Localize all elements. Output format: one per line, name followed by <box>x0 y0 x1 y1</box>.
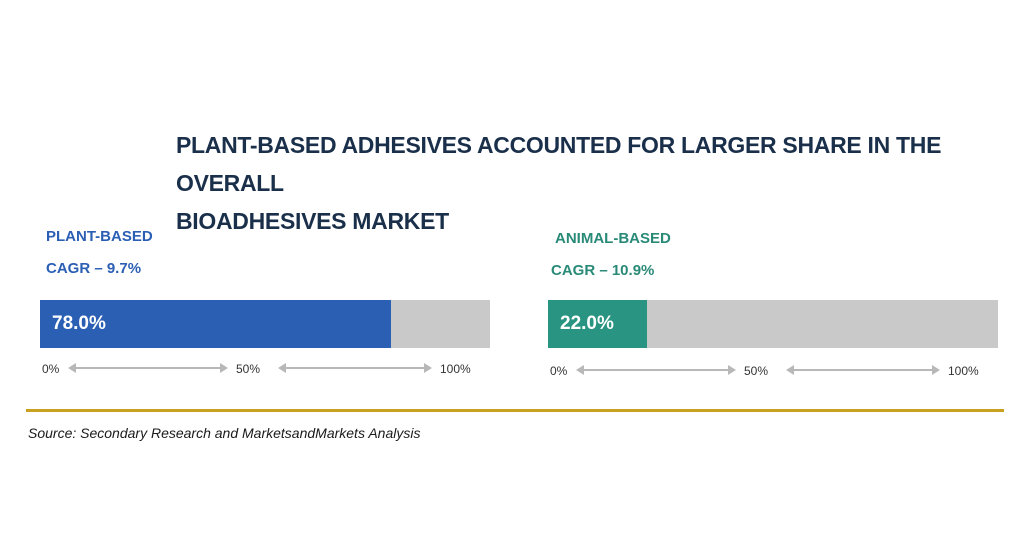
arrow-left-icon <box>786 365 794 375</box>
arrow-right-icon <box>424 363 432 373</box>
chart-title: PLANT-BASED ADHESIVES ACCOUNTED FOR LARG… <box>176 126 996 240</box>
arrow-right-icon <box>932 365 940 375</box>
animal-based-cagr: CAGR – 10.9% <box>551 262 655 279</box>
source-note: Source: Secondary Research and Marketsan… <box>28 425 421 441</box>
arrow-left-icon <box>68 363 76 373</box>
animal-based-scale: 0% 50% 100% <box>548 362 998 380</box>
scale-arrows <box>68 363 432 373</box>
plant-based-value-label: 78.0% <box>52 313 106 334</box>
arrow-left-icon <box>278 363 286 373</box>
axis-tick-label: 0% <box>42 362 60 376</box>
animal-based-bar: 22.0% <box>548 300 647 348</box>
chart-title-line-1: PLANT-BASED ADHESIVES ACCOUNTED FOR LARG… <box>176 132 942 196</box>
plant-based-label: PLANT-BASED <box>46 228 153 245</box>
divider-rule <box>26 409 1004 412</box>
plant-based-bar-track: 78.0% <box>40 300 490 348</box>
arrow-right-icon <box>728 365 736 375</box>
axis-tick-label: 100% <box>440 362 471 376</box>
axis-tick-label: 50% <box>236 362 261 376</box>
animal-based-label: ANIMAL-BASED <box>555 230 671 247</box>
plant-based-cagr: CAGR – 9.7% <box>46 260 142 277</box>
scale-arrows <box>576 365 940 375</box>
axis-tick-label: 100% <box>948 364 979 378</box>
arrow-right-icon <box>220 363 228 373</box>
arrow-left-icon <box>576 365 584 375</box>
animal-based-value-label: 22.0% <box>560 313 614 334</box>
plant-based-bar: 78.0% <box>40 300 391 348</box>
axis-tick-label: 50% <box>744 364 769 378</box>
chart-title-line-2: BIOADHESIVES MARKET <box>176 208 449 234</box>
animal-based-bar-track: 22.0% <box>548 300 998 348</box>
plant-based-scale: 0% 50% 100% <box>40 360 490 378</box>
axis-tick-label: 0% <box>550 364 568 378</box>
